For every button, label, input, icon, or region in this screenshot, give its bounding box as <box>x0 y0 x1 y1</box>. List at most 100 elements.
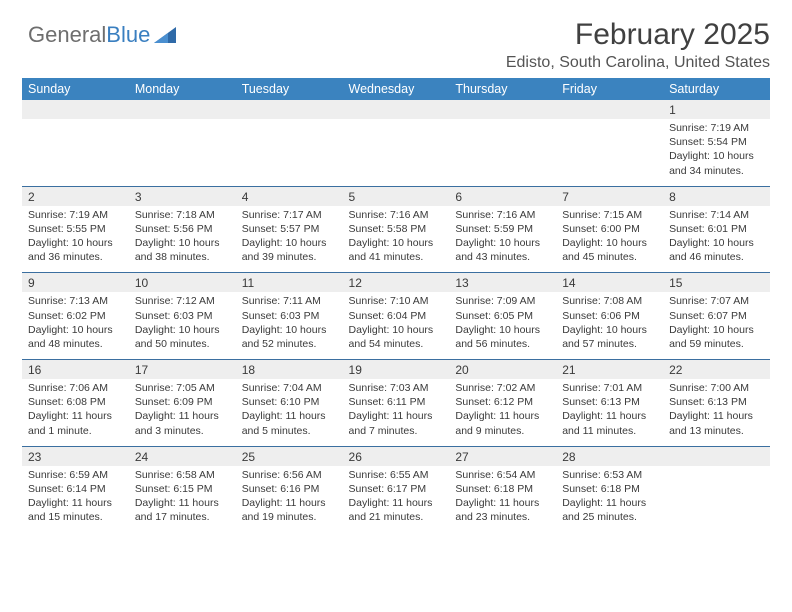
date-cell: 12 <box>343 273 450 293</box>
detail-cell: Sunrise: 7:06 AMSunset: 6:08 PMDaylight:… <box>22 379 129 446</box>
date-cell: 21 <box>556 360 663 380</box>
date-cell: 19 <box>343 360 450 380</box>
date-row: 1 <box>22 100 770 119</box>
brand-part2: Blue <box>106 22 150 47</box>
detail-cell: Sunrise: 7:05 AMSunset: 6:09 PMDaylight:… <box>129 379 236 446</box>
date-cell: 28 <box>556 446 663 466</box>
day-header: Monday <box>129 78 236 100</box>
detail-cell <box>556 119 663 186</box>
detail-cell: Sunrise: 6:54 AMSunset: 6:18 PMDaylight:… <box>449 466 556 533</box>
day-header: Friday <box>556 78 663 100</box>
detail-cell: Sunrise: 7:01 AMSunset: 6:13 PMDaylight:… <box>556 379 663 446</box>
date-cell: 14 <box>556 273 663 293</box>
detail-cell: Sunrise: 7:17 AMSunset: 5:57 PMDaylight:… <box>236 206 343 273</box>
detail-row: Sunrise: 7:19 AMSunset: 5:54 PMDaylight:… <box>22 119 770 186</box>
date-row: 16171819202122 <box>22 360 770 380</box>
detail-cell: Sunrise: 7:19 AMSunset: 5:54 PMDaylight:… <box>663 119 770 186</box>
date-cell <box>343 100 450 119</box>
detail-cell <box>236 119 343 186</box>
detail-cell: Sunrise: 7:13 AMSunset: 6:02 PMDaylight:… <box>22 292 129 359</box>
date-cell: 8 <box>663 186 770 206</box>
date-row: 232425262728 <box>22 446 770 466</box>
detail-cell: Sunrise: 7:16 AMSunset: 5:59 PMDaylight:… <box>449 206 556 273</box>
brand-text: GeneralBlue <box>28 22 150 48</box>
date-cell <box>663 446 770 466</box>
detail-cell: Sunrise: 6:58 AMSunset: 6:15 PMDaylight:… <box>129 466 236 533</box>
day-header: Wednesday <box>343 78 450 100</box>
calendar-header-row: Sunday Monday Tuesday Wednesday Thursday… <box>22 78 770 100</box>
brand-triangle-icon <box>154 27 176 45</box>
detail-cell <box>22 119 129 186</box>
detail-cell: Sunrise: 7:11 AMSunset: 6:03 PMDaylight:… <box>236 292 343 359</box>
date-cell: 22 <box>663 360 770 380</box>
date-cell: 23 <box>22 446 129 466</box>
calendar-body: 1Sunrise: 7:19 AMSunset: 5:54 PMDaylight… <box>22 100 770 532</box>
detail-cell: Sunrise: 7:18 AMSunset: 5:56 PMDaylight:… <box>129 206 236 273</box>
detail-cell: Sunrise: 7:00 AMSunset: 6:13 PMDaylight:… <box>663 379 770 446</box>
detail-cell: Sunrise: 7:14 AMSunset: 6:01 PMDaylight:… <box>663 206 770 273</box>
detail-row: Sunrise: 7:13 AMSunset: 6:02 PMDaylight:… <box>22 292 770 359</box>
day-header: Saturday <box>663 78 770 100</box>
date-cell: 6 <box>449 186 556 206</box>
date-cell: 16 <box>22 360 129 380</box>
date-cell: 17 <box>129 360 236 380</box>
detail-cell: Sunrise: 7:16 AMSunset: 5:58 PMDaylight:… <box>343 206 450 273</box>
detail-cell: Sunrise: 7:19 AMSunset: 5:55 PMDaylight:… <box>22 206 129 273</box>
date-cell: 9 <box>22 273 129 293</box>
detail-cell: Sunrise: 7:02 AMSunset: 6:12 PMDaylight:… <box>449 379 556 446</box>
location-subtitle: Edisto, South Carolina, United States <box>506 54 770 72</box>
brand-logo: GeneralBlue <box>28 22 176 48</box>
detail-row: Sunrise: 6:59 AMSunset: 6:14 PMDaylight:… <box>22 466 770 533</box>
detail-cell: Sunrise: 7:08 AMSunset: 6:06 PMDaylight:… <box>556 292 663 359</box>
month-title: February 2025 <box>506 18 770 52</box>
date-cell <box>236 100 343 119</box>
detail-cell <box>449 119 556 186</box>
date-cell: 2 <box>22 186 129 206</box>
date-cell: 18 <box>236 360 343 380</box>
date-cell: 26 <box>343 446 450 466</box>
detail-cell: Sunrise: 7:07 AMSunset: 6:07 PMDaylight:… <box>663 292 770 359</box>
date-cell: 20 <box>449 360 556 380</box>
day-header: Thursday <box>449 78 556 100</box>
detail-cell: Sunrise: 7:09 AMSunset: 6:05 PMDaylight:… <box>449 292 556 359</box>
detail-cell: Sunrise: 6:55 AMSunset: 6:17 PMDaylight:… <box>343 466 450 533</box>
detail-cell: Sunrise: 7:04 AMSunset: 6:10 PMDaylight:… <box>236 379 343 446</box>
date-cell: 25 <box>236 446 343 466</box>
detail-cell: Sunrise: 7:03 AMSunset: 6:11 PMDaylight:… <box>343 379 450 446</box>
date-cell: 7 <box>556 186 663 206</box>
title-block: February 2025 Edisto, South Carolina, Un… <box>506 18 770 72</box>
day-header: Sunday <box>22 78 129 100</box>
detail-cell: Sunrise: 7:10 AMSunset: 6:04 PMDaylight:… <box>343 292 450 359</box>
detail-cell <box>343 119 450 186</box>
date-row: 2345678 <box>22 186 770 206</box>
detail-cell: Sunrise: 6:53 AMSunset: 6:18 PMDaylight:… <box>556 466 663 533</box>
detail-cell: Sunrise: 7:12 AMSunset: 6:03 PMDaylight:… <box>129 292 236 359</box>
date-cell: 27 <box>449 446 556 466</box>
date-cell: 10 <box>129 273 236 293</box>
day-header: Tuesday <box>236 78 343 100</box>
date-cell: 11 <box>236 273 343 293</box>
detail-cell <box>129 119 236 186</box>
detail-cell: Sunrise: 7:15 AMSunset: 6:00 PMDaylight:… <box>556 206 663 273</box>
detail-row: Sunrise: 7:06 AMSunset: 6:08 PMDaylight:… <box>22 379 770 446</box>
date-cell <box>22 100 129 119</box>
date-cell: 4 <box>236 186 343 206</box>
date-cell: 15 <box>663 273 770 293</box>
calendar-table: Sunday Monday Tuesday Wednesday Thursday… <box>22 78 770 532</box>
calendar-page: GeneralBlue February 2025 Edisto, South … <box>0 0 792 544</box>
detail-row: Sunrise: 7:19 AMSunset: 5:55 PMDaylight:… <box>22 206 770 273</box>
date-cell: 24 <box>129 446 236 466</box>
date-cell: 13 <box>449 273 556 293</box>
date-cell: 3 <box>129 186 236 206</box>
detail-cell: Sunrise: 6:59 AMSunset: 6:14 PMDaylight:… <box>22 466 129 533</box>
detail-cell <box>663 466 770 533</box>
detail-cell: Sunrise: 6:56 AMSunset: 6:16 PMDaylight:… <box>236 466 343 533</box>
date-cell: 1 <box>663 100 770 119</box>
date-cell <box>129 100 236 119</box>
brand-part1: General <box>28 22 106 47</box>
date-cell <box>449 100 556 119</box>
date-cell: 5 <box>343 186 450 206</box>
date-cell <box>556 100 663 119</box>
date-row: 9101112131415 <box>22 273 770 293</box>
header: GeneralBlue February 2025 Edisto, South … <box>22 18 770 72</box>
